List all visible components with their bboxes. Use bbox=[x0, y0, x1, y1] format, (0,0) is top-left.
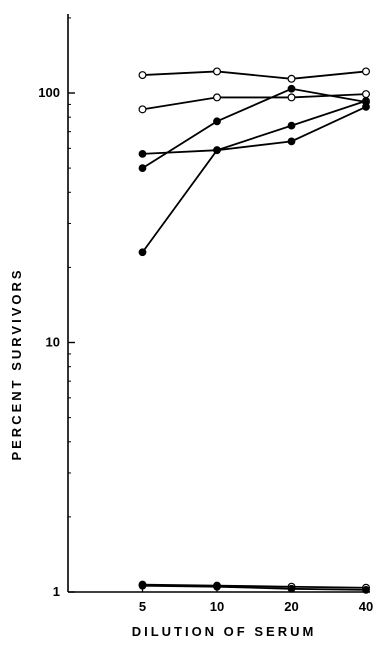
open-point bbox=[213, 67, 222, 76]
x-axis-ticks: 5 10 20 40 bbox=[139, 587, 373, 614]
y-minor-ticks bbox=[68, 17, 71, 518]
filled-point bbox=[138, 150, 147, 158]
series-group bbox=[138, 90, 371, 114]
series-line bbox=[142, 583, 367, 589]
filled-point bbox=[362, 585, 370, 594]
filled-point bbox=[213, 582, 221, 591]
series-line bbox=[142, 584, 367, 591]
y-tick-label: 10 bbox=[46, 335, 60, 350]
x-tick-label: 40 bbox=[359, 599, 373, 614]
open-point bbox=[138, 105, 147, 114]
filled-point bbox=[287, 84, 296, 93]
open-point bbox=[362, 90, 371, 99]
filled-point bbox=[213, 146, 221, 155]
x-tick-label: 10 bbox=[210, 599, 224, 614]
open-point bbox=[362, 67, 371, 76]
series-line bbox=[142, 87, 367, 169]
series-group bbox=[138, 102, 370, 257]
filled-point bbox=[138, 581, 147, 590]
filled-point bbox=[138, 248, 147, 257]
y-tick-label: 1 bbox=[53, 584, 60, 599]
filled-point bbox=[287, 584, 296, 593]
filled-point bbox=[287, 137, 296, 146]
filled-point bbox=[213, 117, 221, 126]
series-line bbox=[142, 70, 367, 80]
series-line bbox=[142, 100, 367, 155]
y-axis-title: PERCENT SURVIVORS bbox=[9, 267, 24, 460]
x-axis-title: DILUTION OF SERUM bbox=[132, 624, 317, 639]
series-group bbox=[138, 67, 371, 83]
series-line bbox=[141, 106, 367, 253]
filled-point bbox=[287, 121, 296, 130]
y-axis-ticks: 1 10 100 bbox=[38, 85, 75, 599]
series-group bbox=[138, 581, 370, 594]
x-tick-label: 5 bbox=[139, 599, 146, 614]
open-point bbox=[287, 93, 296, 102]
x-tick-label: 20 bbox=[284, 599, 298, 614]
open-point bbox=[138, 71, 147, 80]
data-series bbox=[138, 67, 371, 594]
filled-point bbox=[138, 164, 147, 173]
filled-point bbox=[362, 102, 370, 111]
open-point bbox=[287, 74, 296, 83]
open-point bbox=[213, 93, 222, 102]
y-tick-label: 100 bbox=[38, 85, 60, 100]
